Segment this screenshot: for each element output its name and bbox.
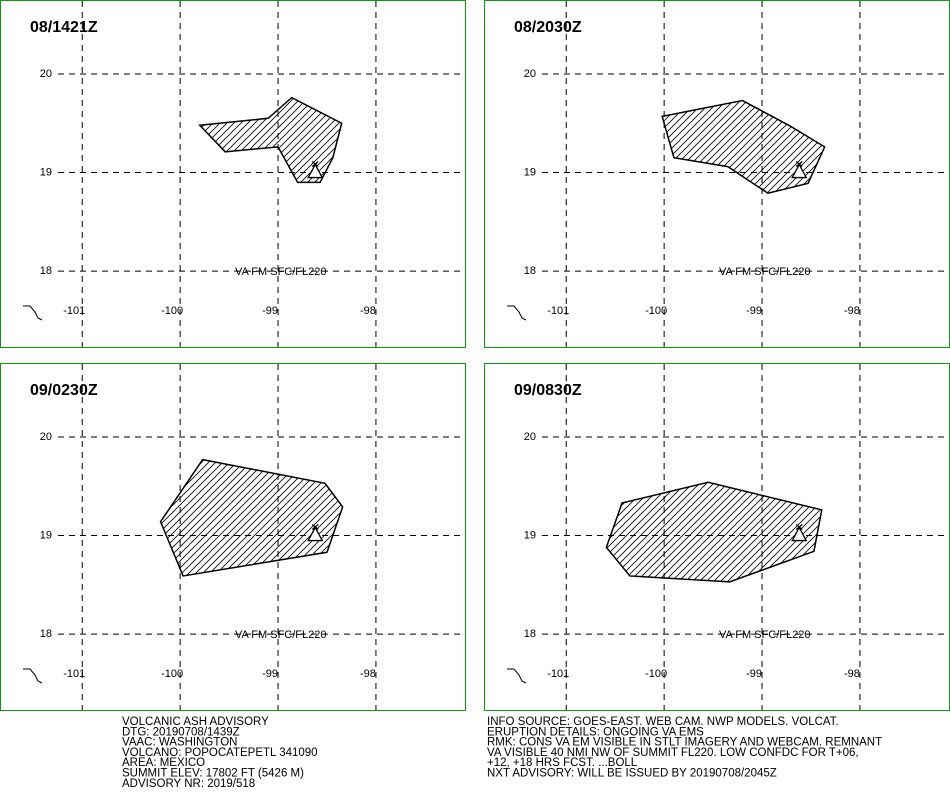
valid-time: 09/0830Z [514, 382, 582, 399]
lat-label: 20 [40, 68, 52, 80]
lon-label: -98 [360, 305, 376, 317]
lat-label: 19 [524, 166, 536, 178]
lat-label: 19 [524, 529, 536, 541]
valid-time: 09/0230Z [30, 382, 98, 399]
flight-level-note: VA FM SFC/FL220 [235, 629, 327, 641]
lon-label: -99 [262, 305, 278, 317]
advisory-line: SUMMIT ELEV: 17802 FT (5426 M) [122, 768, 304, 780]
lat-label: 18 [40, 265, 52, 277]
valid-time: 08/2030Z [514, 19, 582, 36]
lon-label: -99 [262, 668, 278, 680]
lat-label: 20 [524, 68, 536, 80]
lon-label: -101 [547, 668, 569, 680]
panel-border [484, 0, 950, 348]
volcano-symbol [791, 524, 808, 542]
map-panel: -101 -100 -99 -98 18 19 20 08/2030Z VA FM SFC/FL… [484, 0, 950, 348]
lat-label: 20 [40, 431, 52, 443]
advisory-line: VAAC: WASHINGTON [122, 737, 237, 749]
flight-level-note: VA FM SFC/FL220 [719, 266, 811, 278]
ash-area [605, 481, 823, 583]
valid-time: 08/1421Z [30, 19, 98, 36]
lon-label: -100 [645, 668, 667, 680]
flight-level-note: VA FM SFC/FL220 [235, 266, 327, 278]
lon-label: -101 [63, 305, 85, 317]
advisory-line: ERUPTION DETAILS: ONGOING VA EMS [487, 726, 704, 738]
ash-area [159, 458, 344, 577]
volcano-symbol [307, 524, 324, 542]
lon-label: -101 [63, 668, 85, 680]
lon-label: -98 [844, 668, 860, 680]
volcano-symbol [791, 161, 808, 179]
lat-label: 18 [524, 265, 536, 277]
coastline [507, 668, 527, 684]
lat-label: 18 [40, 628, 52, 640]
advisory-line: NXT ADVISORY: WILL BE ISSUED BY 20190708… [487, 768, 777, 780]
advisory-line: DTG: 20190708/1439Z [122, 726, 240, 738]
advisory-line: VOLCANO: POPOCATEPETL 341090 [122, 747, 318, 759]
coastline [23, 305, 43, 321]
lon-label: -99 [746, 305, 762, 317]
advisory-line: VOLCANIC ASH ADVISORY [122, 716, 269, 728]
panel-border [0, 0, 466, 348]
volcano-symbol [307, 161, 324, 179]
ash-area [661, 99, 826, 195]
lat-label: 18 [524, 628, 536, 640]
ash-area [198, 96, 343, 184]
lon-label: -98 [360, 668, 376, 680]
map-panel: -101 -100 -99 -98 18 19 20 09/0830Z VA FM SFC/FL… [484, 363, 950, 711]
advisory-line: +12, +18 HRS FCST. ...BOLL [487, 757, 638, 769]
map-panel: -101 -100 -99 -98 18 19 20 09/0230Z VA FM SFC/FL… [0, 363, 466, 711]
lon-label: -99 [746, 668, 762, 680]
advisory-line: INFO SOURCE: GOES-EAST. WEB CAM. NWP MOD… [487, 716, 839, 728]
lat-label: 19 [40, 529, 52, 541]
lon-label: -98 [844, 305, 860, 317]
lat-label: 20 [524, 431, 536, 443]
advisory-line: VA VISIBLE 40 NMI NW OF SUMMIT FL220. LO… [487, 747, 859, 759]
map-panel: -101 -100 -99 -98 18 19 20 08/1421Z VA FM SFC/FL… [0, 0, 466, 348]
advisory-line: RMK: CONS VA EM VISIBLE IN STLT IMAGERY … [487, 737, 882, 749]
flight-level-note: VA FM SFC/FL220 [719, 629, 811, 641]
lon-label: -100 [645, 305, 667, 317]
lon-label: -100 [161, 668, 183, 680]
lat-label: 19 [40, 166, 52, 178]
coastline [23, 668, 43, 684]
coastline [507, 305, 527, 321]
advisory-line: AREA: MEXICO [122, 757, 205, 769]
advisory-line: ADVISORY NR: 2019/518 [122, 778, 255, 790]
lon-label: -101 [547, 305, 569, 317]
lon-label: -100 [161, 305, 183, 317]
